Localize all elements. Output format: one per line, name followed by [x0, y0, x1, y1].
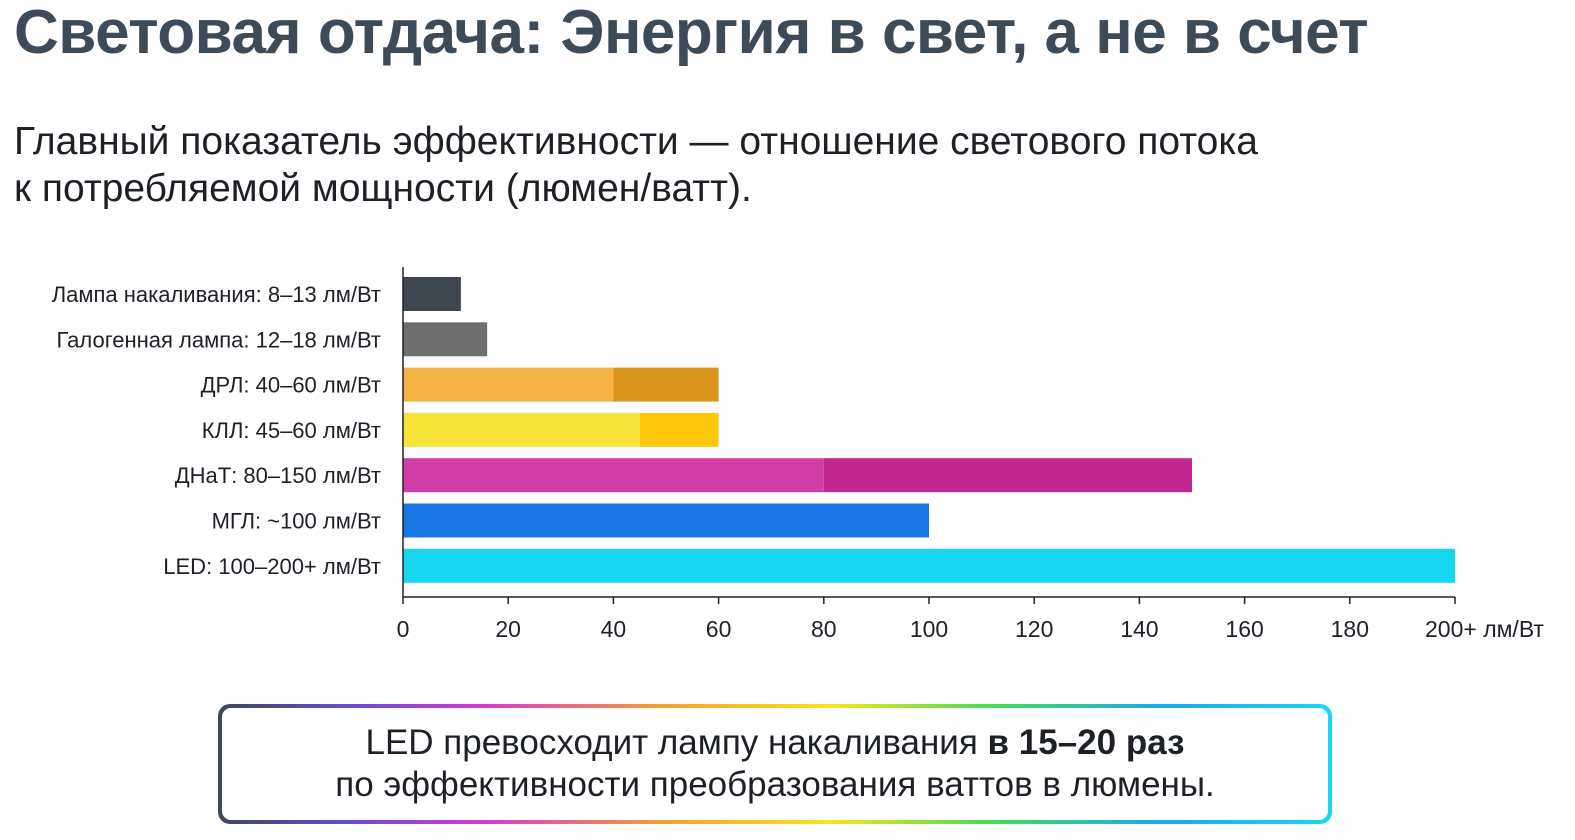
category-label-1: Галогенная лампа: 12–18 лм/Вт	[56, 327, 381, 352]
bar-base-2	[403, 367, 614, 402]
x-axis: 0 20 40 60 80 100 120 140 160 180 200+ лм/Вт	[397, 267, 1544, 642]
x-tick-label-1: 20	[495, 616, 521, 642]
x-tick-label-0: 0	[397, 616, 410, 642]
subtitle-line-1: Главный показатель эффективности — отнош…	[14, 120, 1258, 163]
bar-base-4	[403, 458, 824, 493]
bar-6	[403, 548, 1455, 583]
bar-range-2	[613, 367, 719, 402]
category-label-4: ДНаТ: 80–150 лм/Вт	[175, 463, 381, 488]
bar-base-3	[403, 412, 640, 447]
conclusion-callout-body: LED превосходит лампу накаливания в 15–2…	[222, 708, 1328, 820]
callout-line-1-text: LED превосходит лампу накаливания	[365, 723, 988, 762]
subtitle-line-2: к потребляемой мощности (люмен/ватт).	[14, 167, 752, 210]
x-tick-label-2: 40	[601, 616, 627, 642]
bars-layer	[403, 277, 1455, 583]
x-tick-label-8: 160	[1225, 616, 1263, 642]
category-labels-layer: Лампа накаливания: 8–13 лм/Вт Галогенная …	[52, 282, 381, 579]
x-tick-label-6: 120	[1015, 616, 1053, 642]
page-title: Световая отдача: Энергия в свет, а не в …	[14, 0, 1369, 67]
x-tick-label-7: 140	[1120, 616, 1158, 642]
x-tick-label-10: 200+ лм/Вт	[1425, 616, 1544, 642]
x-tick-label-4: 80	[811, 616, 837, 642]
category-label-6: LED: 100–200+ лм/Вт	[163, 554, 381, 579]
efficacy-bar-chart: Лампа накаливания: 8–13 лм/Вт Галогенная …	[52, 267, 1544, 642]
x-tick-label-3: 60	[706, 616, 732, 642]
x-tick-label-9: 180	[1331, 616, 1369, 642]
x-tick-label-5: 100	[910, 616, 948, 642]
category-label-2: ДРЛ: 40–60 лм/Вт	[201, 373, 381, 398]
bar-5	[403, 503, 929, 538]
callout-line-1: LED превосходит лампу накаливания в 15–2…	[365, 722, 1184, 764]
category-label-5: МГЛ: ~100 лм/Вт	[212, 509, 381, 534]
category-label-0: Лампа накаливания: 8–13 лм/Вт	[52, 282, 381, 307]
bar-range-3	[639, 412, 719, 447]
page-subtitle: Главный показатель эффективности — отнош…	[14, 118, 1534, 212]
callout-highlight: в 15–20 раз	[987, 723, 1185, 762]
conclusion-callout: LED превосходит лампу накаливания в 15–2…	[218, 704, 1332, 824]
category-label-3: КЛЛ: 45–60 лм/Вт	[202, 418, 381, 443]
bar-0	[403, 277, 461, 311]
bar-1	[403, 322, 488, 357]
callout-line-2: по эффективности преобразования ваттов в…	[335, 765, 1215, 804]
bar-range-4	[823, 458, 1192, 493]
